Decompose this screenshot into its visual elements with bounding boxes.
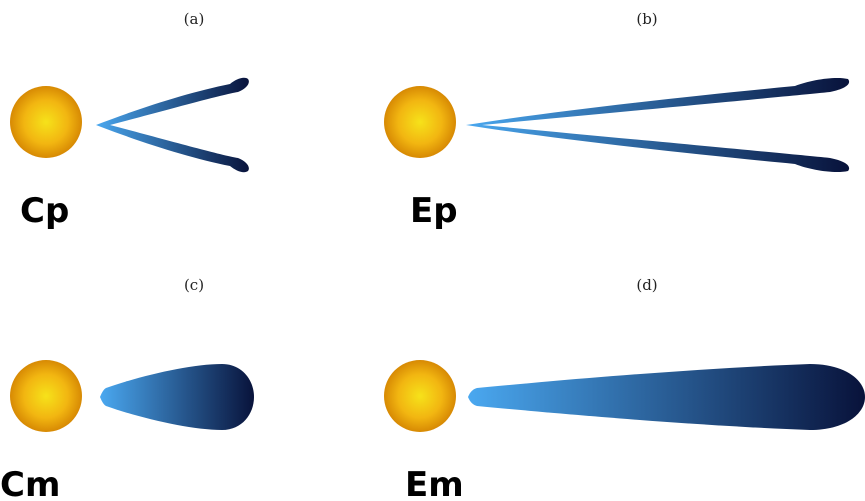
panel-a: (a) Cp: [10, 10, 249, 231]
label-ep: Ep: [410, 191, 458, 231]
label-em: Em: [405, 465, 464, 501]
merged-jet-short: [100, 364, 254, 430]
sphere-icon: [10, 360, 82, 432]
panel-c-letter: (c): [184, 276, 204, 294]
label-cp: Cp: [20, 191, 69, 231]
merged-jet-long: [468, 364, 865, 430]
panel-c: (c) Cm: [0, 276, 254, 501]
label-cm: Cm: [0, 465, 60, 501]
sphere-icon: [10, 86, 82, 158]
sphere-icon: [384, 86, 456, 158]
panel-b-letter: (b): [636, 10, 657, 28]
panel-d: (d) Em: [384, 276, 865, 501]
panel-d-letter: (d): [636, 276, 657, 294]
panel-a-letter: (a): [184, 10, 205, 28]
twin-jet-long: [466, 77, 850, 173]
panel-b: (b) Ep: [384, 10, 850, 231]
sphere-icon: [384, 360, 456, 432]
twin-jet-short: [96, 77, 249, 173]
